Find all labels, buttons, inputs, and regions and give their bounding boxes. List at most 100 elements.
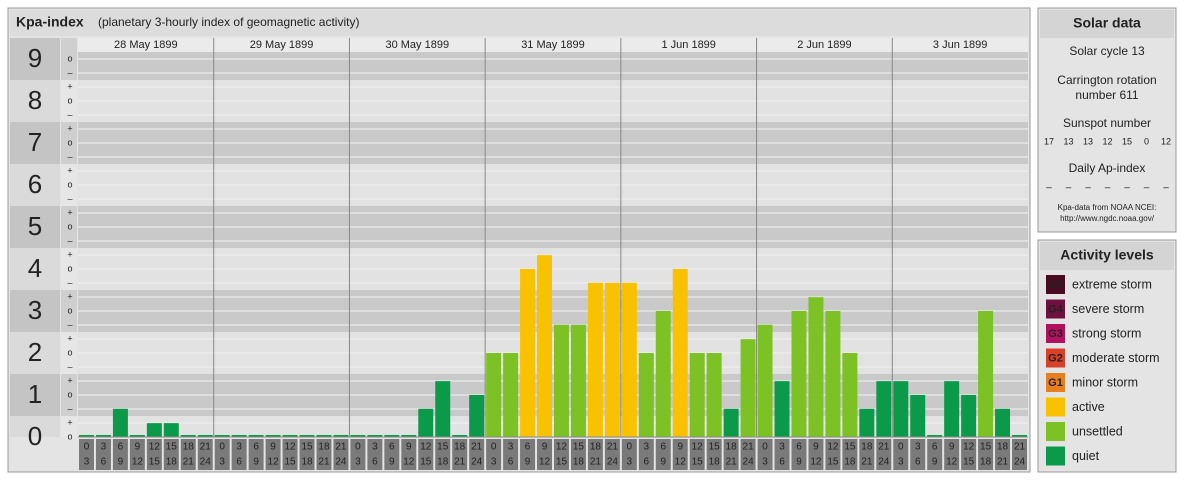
- legend-swatch: [1046, 446, 1065, 466]
- hour-end: 12: [539, 457, 551, 468]
- legend-label: moderate storm: [1072, 351, 1160, 365]
- bar: [112, 408, 128, 437]
- hour-cell: [621, 439, 637, 470]
- y-step-label: o: [67, 179, 72, 189]
- y-step-label: +: [67, 81, 72, 91]
- bar: [299, 435, 315, 437]
- hour-start: 0: [762, 442, 768, 453]
- hour-cell: [587, 439, 603, 470]
- legend-swatch: [1046, 422, 1065, 441]
- hour-start: 21: [878, 442, 890, 453]
- y-tick-label: 9: [28, 43, 42, 73]
- hour-end: 12: [403, 457, 415, 468]
- bar: [672, 269, 688, 437]
- legend-badge: G2: [1048, 352, 1063, 364]
- hour-cell: [554, 439, 569, 470]
- hour-start: 15: [709, 442, 721, 453]
- date-label: 2 Jun 1899: [797, 39, 851, 51]
- hour-start: 21: [607, 442, 619, 453]
- hour-cell: [740, 439, 756, 470]
- hour-end: 21: [318, 457, 330, 468]
- sunspot-value: 17: [1044, 136, 1054, 146]
- hour-end: 18: [844, 457, 856, 468]
- step-band: [61, 374, 77, 416]
- hour-start: 3: [236, 442, 242, 453]
- hour-start: 18: [726, 442, 738, 453]
- hour-end: 21: [861, 457, 873, 468]
- y-step-label: o: [67, 137, 72, 147]
- y-step-label: o: [67, 263, 72, 273]
- hour-cell: [163, 439, 179, 470]
- legend-badge: G1: [1048, 377, 1063, 389]
- hour-cell: [893, 439, 909, 470]
- bar: [435, 381, 451, 437]
- legend-badge: G5: [1048, 279, 1063, 291]
- hour-cell: [961, 439, 977, 470]
- bar: [740, 339, 756, 437]
- bar: [910, 395, 926, 437]
- hour-end: 9: [389, 457, 395, 468]
- hour-cell: [299, 439, 315, 470]
- hour-end: 12: [132, 457, 144, 468]
- y-step-label: –: [67, 403, 72, 413]
- hour-start: 0: [355, 442, 361, 453]
- y-tick-label: 5: [28, 211, 42, 241]
- hour-cell: [808, 439, 824, 470]
- bar: [621, 282, 637, 437]
- hour-end: 6: [779, 457, 785, 468]
- hour-end: 9: [525, 457, 531, 468]
- sunspot-value: 15: [1122, 136, 1132, 146]
- hour-end: 24: [743, 457, 755, 468]
- bar: [79, 435, 94, 437]
- hour-cell: [95, 439, 111, 470]
- hour-start: 12: [963, 442, 975, 453]
- hour-start: 6: [253, 442, 259, 453]
- hour-start: 15: [437, 442, 449, 453]
- y-step-label: +: [67, 291, 72, 301]
- hour-start: 9: [677, 442, 683, 453]
- hour-cell: [757, 439, 773, 470]
- hour-start: 15: [844, 442, 856, 453]
- hour-start: 3: [915, 442, 921, 453]
- y-step-label: +: [67, 207, 72, 217]
- legend-swatch: [1046, 373, 1065, 392]
- y-step-label: o: [67, 389, 72, 399]
- hour-end: 15: [692, 457, 704, 468]
- bar: [231, 435, 247, 437]
- hour-cell: [774, 439, 790, 470]
- hour-cell: [655, 439, 671, 470]
- hour-end: 6: [644, 457, 650, 468]
- hour-cell: [638, 439, 654, 470]
- sunspot-value: 12: [1161, 136, 1171, 146]
- hour-end: 24: [607, 457, 619, 468]
- y-step-label: –: [67, 319, 72, 329]
- bar: [587, 282, 603, 437]
- hour-end: 6: [915, 457, 921, 468]
- hour-start: 0: [898, 442, 904, 453]
- date-label: 30 May 1899: [385, 39, 449, 51]
- hour-cell: [842, 439, 858, 470]
- hour-start: 3: [372, 442, 378, 453]
- hour-cell: [537, 439, 552, 470]
- legend-swatch: [1046, 299, 1065, 319]
- hour-start: 6: [660, 442, 666, 453]
- step-band: [61, 332, 77, 374]
- hour-start: 18: [318, 442, 330, 453]
- bar: [706, 353, 722, 437]
- y-step-label: –: [67, 151, 72, 161]
- y-tick-label: 3: [28, 295, 42, 325]
- y-step-label: o: [67, 305, 72, 315]
- hour-end: 9: [796, 457, 802, 468]
- sunspot-label: Sunspot number: [1063, 116, 1151, 130]
- y-step-label: +: [67, 417, 72, 427]
- bar: [350, 435, 366, 437]
- hour-start: 6: [525, 442, 531, 453]
- hour-end: 21: [454, 457, 466, 468]
- bar: [723, 408, 739, 437]
- hour-end: 24: [335, 457, 347, 468]
- ap-value: –: [1046, 183, 1052, 194]
- hour-cell: [859, 439, 875, 470]
- y-step-label: –: [67, 67, 72, 77]
- y-tick-label: 2: [28, 337, 42, 367]
- step-band: [61, 206, 77, 248]
